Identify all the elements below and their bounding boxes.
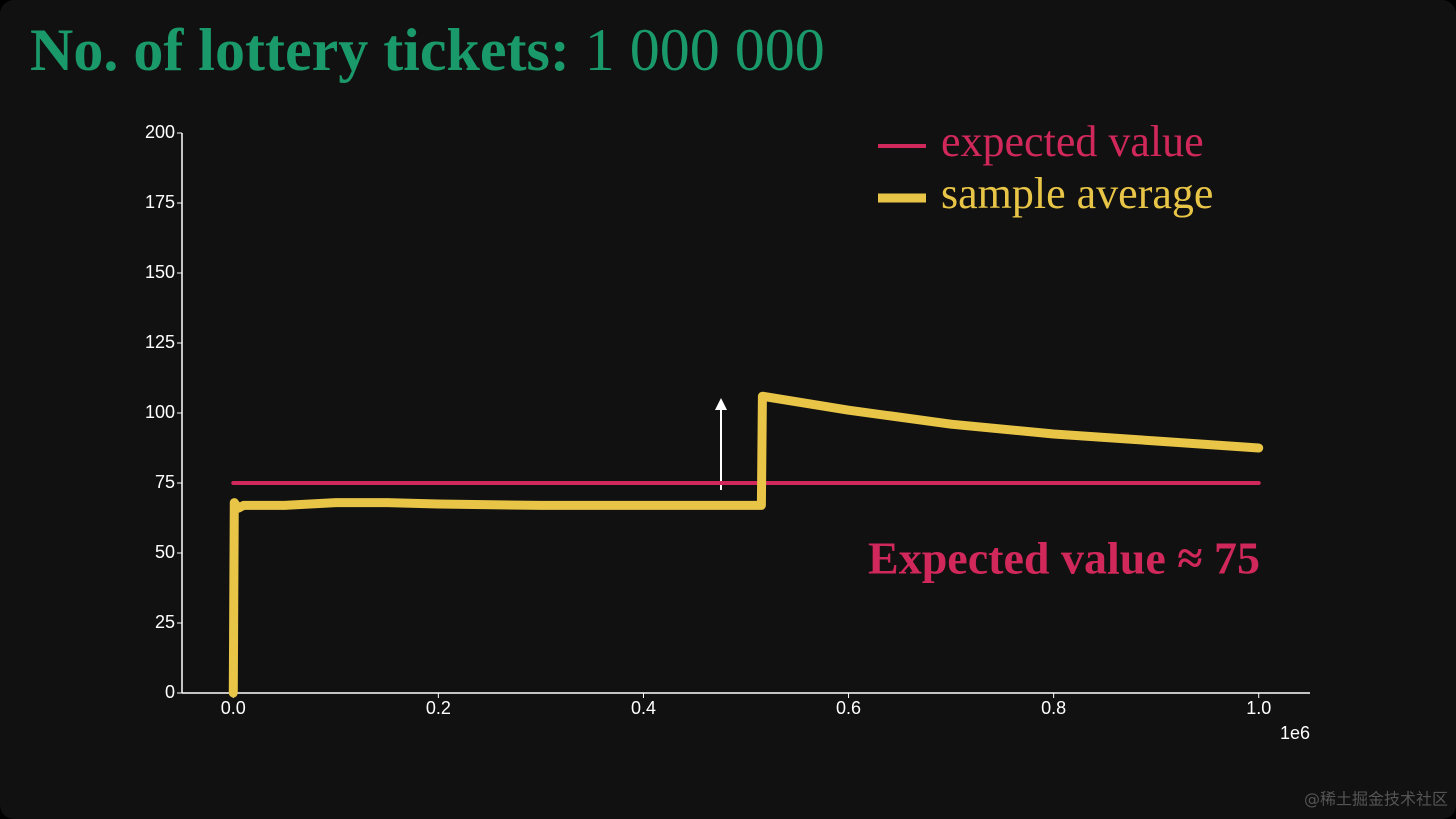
- y-tick-label: 125: [145, 332, 175, 352]
- y-tick-label: 75: [155, 472, 175, 492]
- arrow-head: [715, 398, 727, 410]
- x-tick-label: 1.0: [1246, 698, 1271, 718]
- x-tick-label: 0.2: [426, 698, 451, 718]
- series-line: [228, 391, 1264, 698]
- legend-label: sample average: [941, 169, 1213, 218]
- y-tick-label: 200: [145, 122, 175, 142]
- y-tick-label: 50: [155, 542, 175, 562]
- x-tick-label: 0.6: [836, 698, 861, 718]
- chart-title: No. of lottery tickets: 1 000 000: [30, 17, 825, 83]
- legend-label: expected value: [941, 117, 1204, 166]
- watermark: @稀土掘金技术社区: [1304, 790, 1448, 809]
- y-tick-label: 25: [155, 612, 175, 632]
- x-tick-label: 0.4: [631, 698, 656, 718]
- title-value: 1 000 000: [585, 17, 825, 83]
- x-tick-label: 0.0: [221, 698, 246, 718]
- x-offset-label: 1e6: [1280, 723, 1310, 743]
- y-tick-label: 100: [145, 402, 175, 422]
- x-tick-label: 0.8: [1041, 698, 1066, 718]
- y-tick-label: 150: [145, 262, 175, 282]
- title-label: No. of lottery tickets:: [30, 17, 570, 83]
- y-tick-label: 0: [165, 682, 175, 702]
- annotation: Expected value ≈ 75: [868, 533, 1260, 584]
- y-tick-label: 175: [145, 192, 175, 212]
